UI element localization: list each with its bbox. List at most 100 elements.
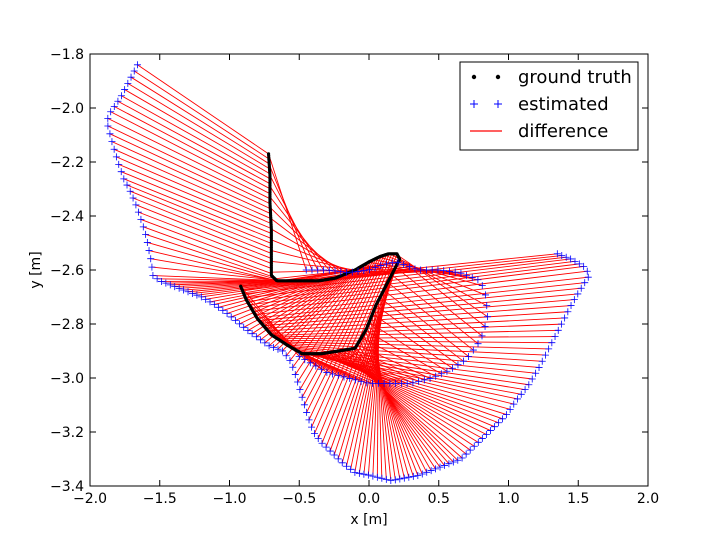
estimated-point: [147, 255, 155, 263]
difference-line: [109, 133, 271, 210]
difference-line: [395, 253, 488, 318]
estimated-point: [157, 277, 165, 285]
difference-line: [269, 175, 319, 271]
legend-box: [459, 61, 639, 151]
x-tick-label: 0.5: [428, 491, 450, 507]
y-tick-label: −2.6: [50, 263, 84, 279]
estimated-point: [325, 266, 333, 274]
estimated-point: [334, 371, 342, 379]
estimated-point: [274, 345, 282, 353]
estimated-point: [400, 261, 408, 269]
estimated-point: [322, 443, 330, 451]
difference-line: [361, 336, 423, 475]
estimated-point: [149, 272, 157, 280]
estimated-point: [137, 215, 145, 223]
difference-line: [121, 171, 272, 234]
difference-line: [121, 95, 271, 180]
estimated-point: [411, 265, 419, 273]
difference-line: [346, 349, 419, 382]
estimated-point: [577, 284, 585, 292]
estimated-point: [437, 370, 445, 378]
difference-line: [365, 330, 414, 477]
estimated-point: [525, 381, 533, 389]
x-tick-label: 1.5: [567, 491, 589, 507]
x-tick-label: 0.0: [358, 491, 380, 507]
y-tick-label: −2.8: [50, 317, 84, 333]
difference-line: [245, 258, 571, 299]
estimated-point: [323, 368, 331, 376]
estimated-point: [357, 377, 365, 385]
estimated-point: [567, 302, 575, 310]
estimated-point: [139, 223, 147, 231]
estimated-point: [354, 267, 362, 275]
estimated-point: [296, 386, 304, 394]
estimated-point: [564, 308, 572, 316]
difference-line: [148, 250, 278, 282]
estimated-point: [418, 470, 426, 478]
difference-line: [138, 211, 272, 264]
estimated-point: [449, 458, 457, 466]
difference-line: [366, 326, 410, 478]
x-axis-label: x [m]: [350, 512, 387, 528]
estimated-point: [117, 92, 125, 100]
difference-line: [389, 253, 487, 307]
y-ticks: −1.8 −2.0 −2.2 −2.4 −2.6 −2.8 −3.0 −3.2 −3.4: [50, 47, 648, 495]
estimated-point: [440, 267, 448, 275]
difference-line: [282, 341, 549, 350]
difference-line: [214, 279, 322, 305]
estimated-point: [448, 364, 456, 372]
difference-line: [187, 280, 306, 293]
estimated-point: [454, 456, 462, 464]
difference-line: [303, 255, 383, 406]
estimated-point: [364, 471, 372, 479]
estimated-point: [478, 282, 486, 290]
x-tick-label: −0.5: [282, 491, 316, 507]
estimated-point: [188, 289, 196, 297]
estimated-point: [483, 302, 491, 310]
difference-line: [263, 299, 575, 327]
estimated-point: [347, 465, 355, 473]
difference-line: [376, 303, 383, 479]
data-layer: [104, 61, 592, 484]
difference-line: [277, 267, 360, 350]
estimated-point: [369, 472, 377, 480]
estimated-point: [121, 86, 129, 94]
estimated-point: [571, 257, 579, 265]
estimated-point: [123, 181, 131, 189]
legend-ground-truth-label: ground truth: [518, 67, 632, 88]
estimated-point: [423, 468, 431, 476]
difference-line: [143, 226, 272, 274]
estimated-point: [278, 347, 286, 355]
estimated-point: [257, 336, 265, 344]
difference-line: [371, 314, 396, 480]
estimated-point: [580, 262, 588, 270]
estimated-point: [366, 266, 374, 274]
difference-line: [253, 270, 588, 312]
x-tick-label: 1.0: [497, 491, 519, 507]
estimated-point: [295, 352, 303, 360]
estimated-point: [558, 252, 566, 260]
estimated-point: [457, 269, 465, 277]
difference-line: [383, 289, 469, 357]
estimated-point: [104, 122, 112, 130]
estimated-point: [132, 201, 140, 209]
estimated-point: [553, 250, 561, 258]
y-tick-label: −1.8: [50, 47, 84, 63]
legend-estimated-label: estimated: [518, 94, 609, 115]
difference-line: [373, 311, 392, 481]
difference-line: [269, 185, 324, 271]
difference-line: [367, 292, 383, 476]
difference-line: [352, 348, 425, 381]
estimated-point: [466, 446, 474, 454]
difference-line: [268, 153, 307, 271]
estimated-point: [436, 463, 444, 471]
difference-line: [357, 343, 432, 471]
x-tick-label: −2.0: [73, 491, 107, 507]
estimated-point: [127, 73, 135, 81]
estimated-point: [206, 298, 214, 306]
estimated-point: [312, 362, 320, 370]
estimated-point: [482, 430, 490, 438]
estimated-point: [291, 371, 299, 379]
estimated-point: [458, 454, 466, 462]
difference-line: [226, 278, 330, 314]
